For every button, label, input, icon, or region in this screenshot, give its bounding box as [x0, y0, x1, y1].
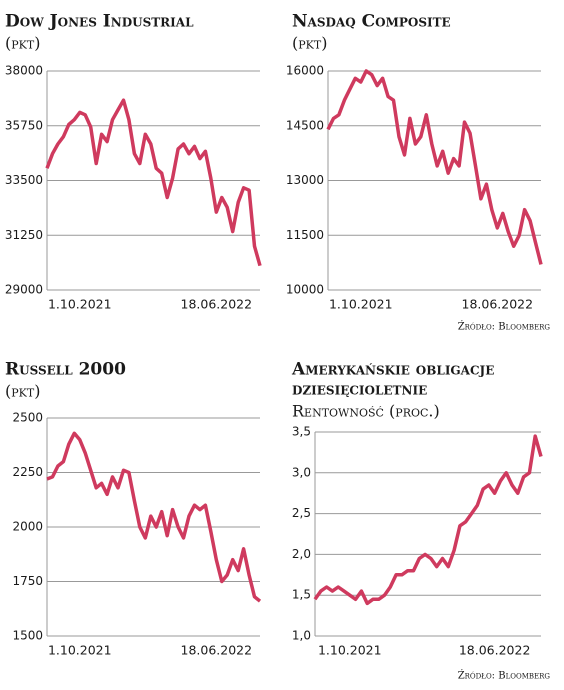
x-tick-label: 18.06.2022 — [181, 643, 253, 658]
y-tick-label: 3,5 — [292, 425, 311, 439]
y-tick-label: 38000 — [5, 64, 43, 78]
chart-subtitle: (pkt) — [5, 34, 40, 53]
chart-subtitle: (pkt) — [5, 382, 40, 401]
y-tick-label: 16000 — [286, 64, 324, 78]
line — [46, 431, 262, 603]
x-tick-label: 1.10.2021 — [329, 297, 393, 312]
y-tick-label: 2,0 — [292, 547, 311, 561]
chart-title: Amerykańskie obligacje — [291, 360, 494, 380]
line — [313, 434, 543, 606]
y-tick-label: 35750 — [5, 118, 43, 132]
y-tick-label: 2250 — [12, 465, 43, 479]
y-tick-label: 1,5 — [292, 588, 311, 602]
y-tick-label: 14500 — [286, 118, 324, 132]
chart-subtitle: Rentowność (proc.) — [292, 402, 440, 421]
x-tick-label: 1.10.2021 — [48, 643, 112, 658]
line — [326, 69, 543, 265]
y-tick-label: 13000 — [286, 173, 324, 187]
chart-subtitle: (pkt) — [292, 34, 327, 53]
y-tick-label: 29000 — [5, 283, 43, 297]
y-tick-label: 3,0 — [292, 465, 311, 479]
y-tick-label: 2500 — [12, 411, 43, 425]
y-tick-label: 1500 — [12, 629, 43, 643]
y-tick-label: 1,0 — [292, 629, 311, 643]
source: Źródło: Bloomberg — [458, 321, 551, 333]
y-tick-label: 2000 — [12, 520, 43, 534]
x-tick-label: 1.10.2021 — [48, 297, 112, 312]
y-tick-label: 33500 — [5, 173, 43, 187]
y-tick-label: 10000 — [286, 283, 324, 297]
chart-title: dziesięcioletnie — [292, 380, 427, 400]
chart-title: Russell 2000 — [5, 360, 126, 380]
x-tick-label: 18.06.2022 — [181, 297, 253, 312]
chart-title: Dow Jones Industrial — [5, 12, 194, 32]
y-tick-label: 11500 — [286, 228, 324, 242]
x-tick-label: 1.10.2021 — [318, 643, 382, 658]
line — [45, 98, 262, 267]
y-tick-label: 1750 — [12, 574, 43, 588]
x-tick-label: 18.06.2022 — [459, 643, 531, 658]
chart-title: Nasdaq Composite — [292, 12, 451, 32]
y-tick-label: 31250 — [5, 228, 43, 242]
x-tick-label: 18.06.2022 — [462, 297, 534, 312]
y-tick-label: 2,5 — [292, 506, 311, 520]
source: Źródło: Bloomberg — [458, 670, 551, 682]
